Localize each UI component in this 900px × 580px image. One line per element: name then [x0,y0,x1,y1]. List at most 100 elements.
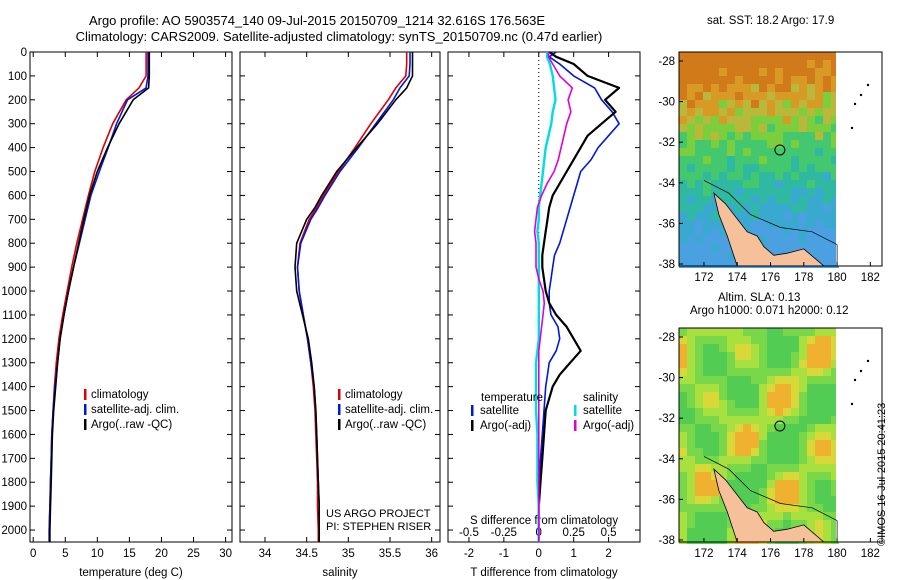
legend-label: Argo(-adj) [583,420,634,432]
lon-tick-label: 172 [694,272,713,284]
imos-timestamp: ©IMOS 16-Jul-2015 20:41:23 [876,402,888,546]
island-marker [850,402,854,406]
island-marker [859,93,863,97]
sla-map-title-line1: Altim. SLA: 0.13 [718,292,801,304]
lat-tick-label: -30 [658,373,675,385]
x-tick-label: 35 [342,548,355,560]
lat-tick-label: -38 [658,259,675,271]
legend-swatch [84,389,87,400]
lon-tick-label: 176 [761,548,780,560]
series-line-t-satellite [537,51,620,542]
series-line-argo-raw-qc- [294,52,414,542]
x-tick-label: 0 [30,548,36,560]
legend-swatch [84,404,87,415]
bathymetry-contour [703,456,838,542]
legend-swatch [471,405,474,416]
series-line-satellite-adj-clim- [296,52,411,542]
lat-tick-label: -34 [658,178,675,190]
legend-label: Argo(..raw -QC) [91,419,172,431]
sla-map: 172 174 176 178 180 182 -28 -30 -32 -34 -36 -38 [658,327,883,560]
x-axis-label: salinity [322,567,357,579]
map-frame [678,51,883,267]
salinity-diff-tick-label: 0.5 [601,527,617,539]
plot-frame-3 [447,51,641,543]
y-tick-label: 200 [8,95,27,107]
legend-group-salinity: salinity [583,392,618,404]
y-tick-label: 300 [8,119,27,131]
legend-label: satellite-adj. clim. [345,404,433,416]
legend-swatch [338,404,341,415]
x-axis-label: T difference from climatology [470,567,617,579]
y-tick-label: 1500 [1,406,27,418]
y-tick-label: 1100 [2,310,27,322]
y-tick-label: 100 [8,71,27,83]
legend-label: satellite-adj. clim. [91,404,179,416]
chart-title-line1: Argo profile: AO 5903574_140 09-Jul-2015… [88,13,546,28]
series-line-t-argo-adj- [537,51,621,542]
bathymetry-contour [703,180,838,266]
no-data-region [836,328,882,542]
lat-tick-label: -28 [658,332,675,344]
lon-tick-label: 180 [827,272,846,284]
lon-tick-label: 180 [827,548,846,560]
island-marker [866,359,870,363]
legend-swatch [471,420,474,431]
y-tick-label: 900 [8,262,27,274]
island-marker [866,83,870,87]
lat-tick-label: -38 [658,535,675,547]
x-tick-label: 35.5 [379,548,401,560]
y-tick-label: 500 [8,167,27,179]
lon-tick-label: 172 [694,548,713,560]
lon-tick-label: 174 [728,548,748,560]
lon-tick-label: 176 [761,272,780,284]
sst-map: 172 174 176 178 180 182 -28 -30 -32 -34 -36 -38 [658,51,883,284]
legend-swatch [574,420,577,431]
no-data-region [836,52,882,266]
x-tick-label: 36 [425,548,438,560]
y-tick-label: 0 [21,47,27,59]
legend-swatch [574,405,577,416]
plot-frame-2 [239,51,441,543]
island-marker [853,378,857,382]
y-tick-label: 1400 [1,382,27,394]
plot-frame-1 [29,51,233,543]
x-tick-label: 20 [155,548,168,560]
series-line-s-satellite [534,52,557,542]
x-tick-label: 34.5 [295,548,317,560]
y-tick-label: 1200 [1,334,27,346]
x-tick-label: 30 [219,548,232,560]
legend-swatch [84,419,87,430]
legend-label: Argo(..raw -QC) [345,419,426,431]
y-tick-label: 1800 [1,477,27,489]
lon-tick-label: 182 [861,272,880,284]
landmass-new-zealand [713,192,825,267]
legend-label: Argo(-adj) [480,420,531,432]
lat-tick-label: -32 [658,413,675,425]
lon-tick-label: 174 [728,272,748,284]
y-tick-label: 600 [8,190,27,202]
x-tick-label: 34 [259,548,272,560]
x-tick-label: 2 [605,548,611,560]
y-tick-label: 400 [8,143,27,155]
salinity-diff-tick-label: -0.5 [459,527,479,539]
x-tick-label: -1 [499,548,509,560]
legend-swatch [338,419,341,430]
lon-tick-label: 178 [794,272,813,284]
x-tick-label: 1 [570,548,576,560]
x-tick-label: -2 [464,548,474,560]
y-tick-label: 1700 [1,453,27,465]
y-tick-label: 1600 [1,429,27,441]
sst-map-title: sat. SST: 18.2 Argo: 17.9 [707,15,835,27]
sla-map-title-line2: Argo h1000: 0.071 h2000: 0.12 [690,305,849,317]
argo-float-marker [774,144,786,156]
y-tick-label: 1900 [1,501,27,513]
x-tick-label: 0 [536,548,542,560]
series-line-satellite-adj-clim- [48,52,149,542]
island-marker [850,126,854,130]
lat-tick-label: -36 [658,218,675,230]
argo-float-marker [774,420,786,432]
x-axis-label: temperature (deg C) [79,567,183,579]
salinity-diff-tick-label: -0.25 [491,527,517,539]
legend-label: satellite [480,405,519,417]
